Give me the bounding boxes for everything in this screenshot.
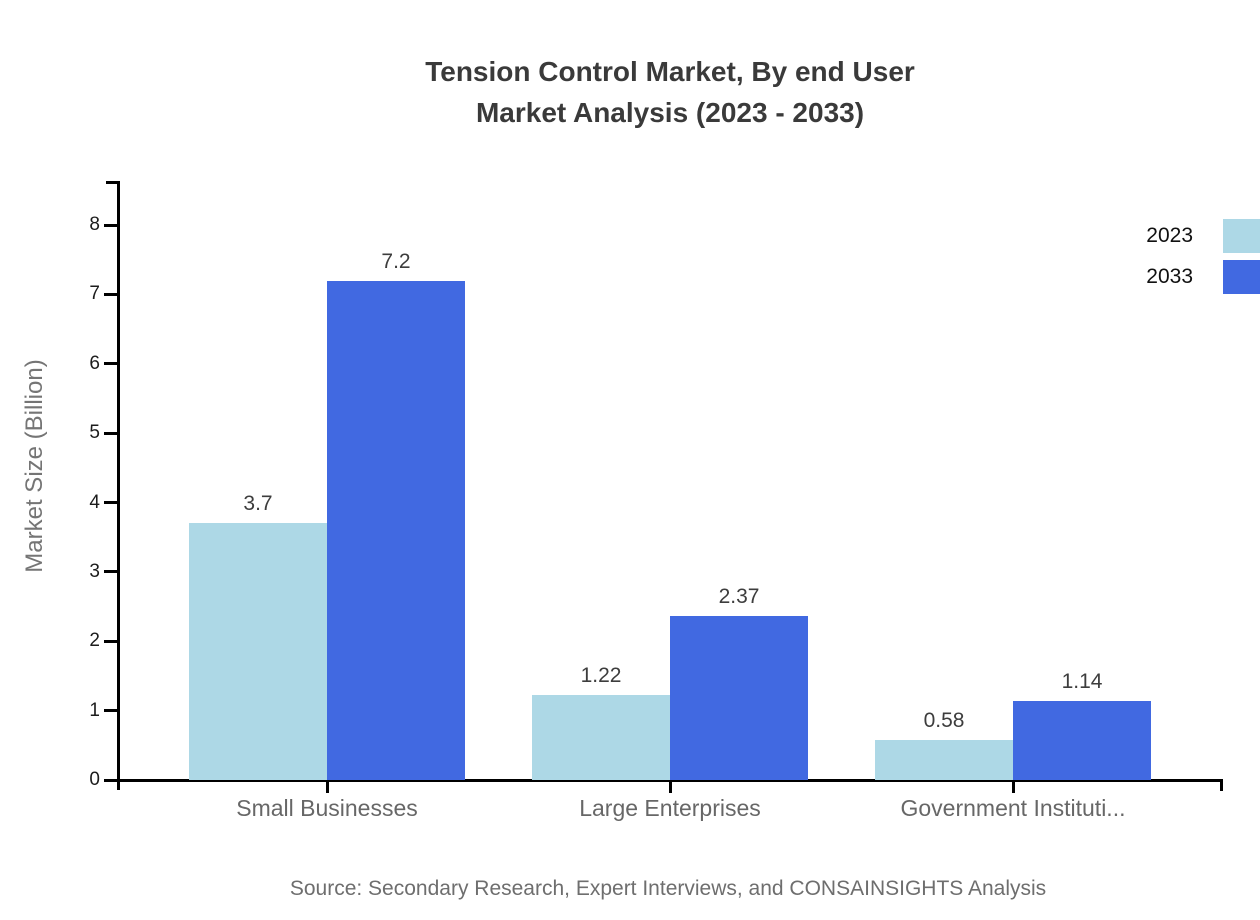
y-tick-label: 5	[89, 422, 100, 444]
y-axis-tick	[104, 639, 117, 643]
x-axis-tick	[325, 780, 329, 793]
legend-label-2033: 2033	[1146, 265, 1193, 288]
y-tick-label: 7	[89, 283, 100, 305]
y-tick-label: 3	[89, 560, 100, 582]
value-label-2033-government-instituti: 1.14	[1061, 669, 1103, 693]
x-axis-tick	[1011, 780, 1015, 793]
y-axis-tick	[104, 570, 117, 574]
y-axis-tick	[104, 709, 117, 713]
value-label-2023-government-instituti: 0.58	[923, 708, 965, 732]
y-axis-tick	[104, 223, 117, 227]
y-axis-line	[117, 181, 120, 790]
y-axis-tick	[104, 431, 117, 435]
value-label-2033-small-businesses: 7.2	[381, 249, 411, 273]
y-tick-label: 8	[89, 214, 100, 235]
x-axis-tick	[668, 780, 672, 793]
legend: 2023 2033	[1146, 219, 1260, 294]
bar-2033-small-businesses	[327, 280, 465, 780]
legend-swatch-2023	[1223, 219, 1260, 253]
y-axis-top-cap	[106, 181, 120, 184]
chart-title-line1: Tension Control Market, By end User	[425, 56, 915, 87]
bar-2033-government-instituti	[1013, 700, 1151, 780]
y-tick-label: 6	[89, 352, 100, 374]
y-axis-tick	[104, 292, 117, 296]
value-label-2033-large-enterprises: 2.37	[718, 584, 760, 608]
chart-title: Tension Control Market, By end User Mark…	[80, 51, 1260, 133]
legend-item-2023: 2023	[1146, 219, 1260, 253]
bar-2023-government-instituti	[875, 739, 1013, 780]
y-tick-label: 1	[89, 699, 100, 721]
category-label-government-instituti: Government Instituti...	[900, 795, 1126, 821]
y-tick-label: 2	[89, 630, 100, 652]
bar-2023-large-enterprises	[532, 695, 670, 780]
chart-title-line2: Market Analysis (2023 - 2033)	[475, 97, 865, 128]
y-axis-tick	[104, 501, 117, 504]
value-label-2023-large-enterprises: 1.22	[580, 664, 622, 688]
bar-2033-large-enterprises	[670, 615, 808, 780]
value-label-2023-small-businesses: 3.7	[243, 492, 273, 516]
x-axis-right-cap	[1220, 779, 1223, 791]
category-label-small-businesses: Small Businesses	[236, 795, 418, 821]
y-axis-tick	[104, 362, 117, 366]
legend-item-2033: 2033	[1146, 260, 1260, 294]
x-axis-line	[106, 779, 1223, 782]
y-tick-label: 0	[89, 769, 100, 790]
legend-swatch-2033	[1223, 260, 1260, 294]
y-tick-label: 4	[89, 491, 100, 513]
legend-label-2023: 2023	[1146, 224, 1193, 247]
bar-2023-small-businesses	[189, 523, 327, 780]
category-label-large-enterprises: Large Enterprises	[579, 795, 761, 821]
source-note: Source: Secondary Research, Expert Inter…	[289, 877, 1047, 900]
